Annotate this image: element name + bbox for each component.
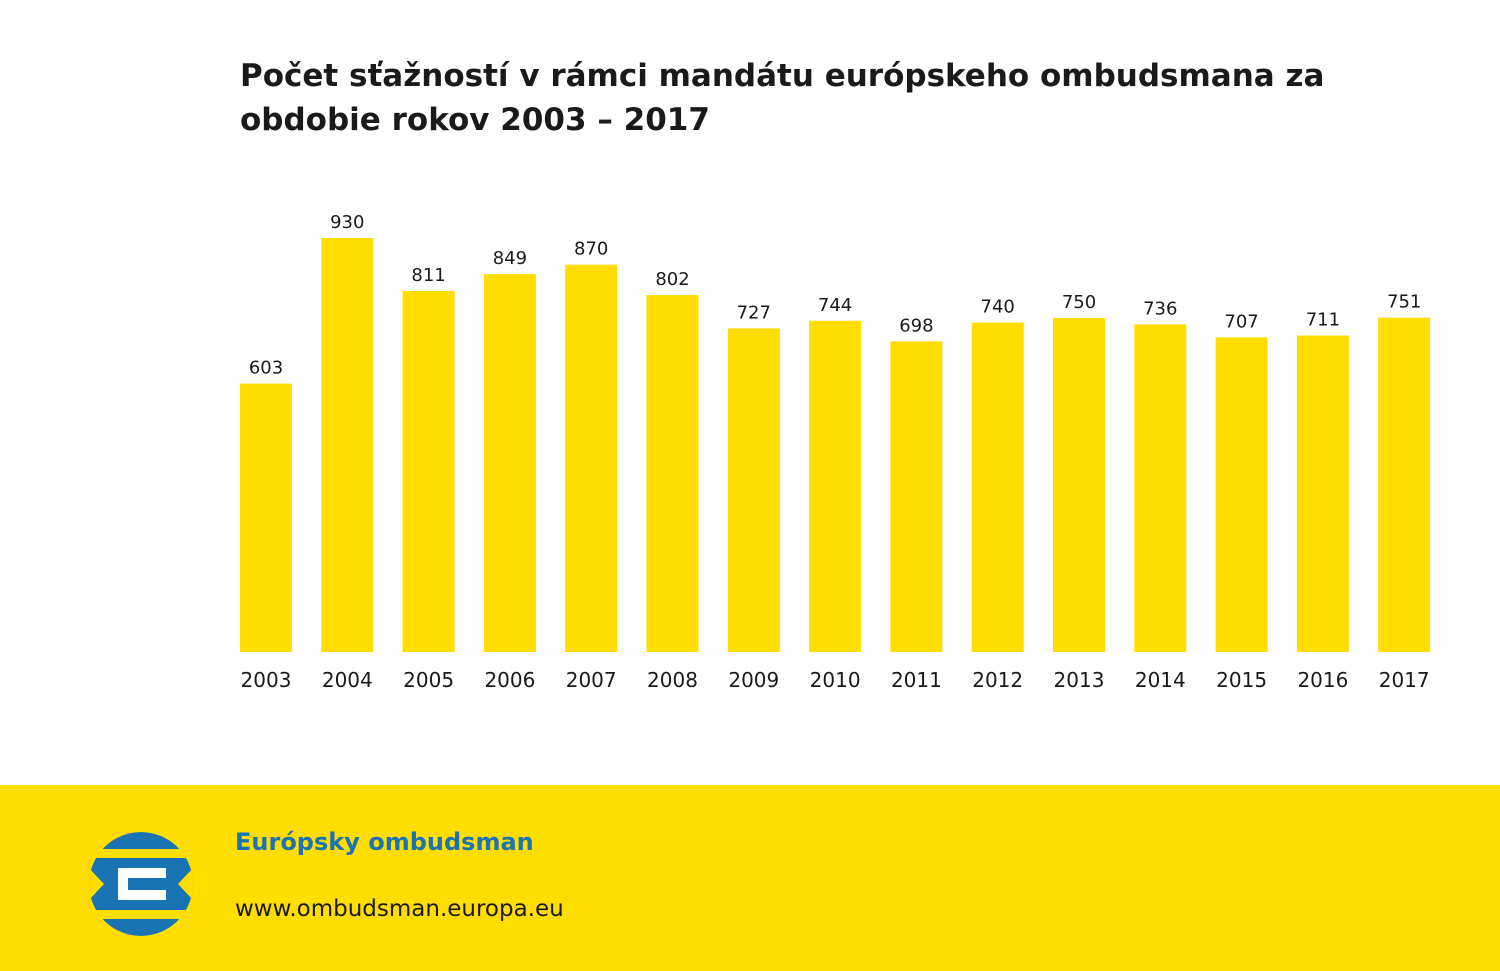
data-label-2011: 698: [899, 315, 933, 336]
data-label-2004: 930: [330, 212, 364, 233]
x-tick-label-2008: 2008: [647, 668, 698, 692]
x-tick-label-2012: 2012: [972, 668, 1023, 692]
data-label-2016: 711: [1306, 310, 1340, 331]
data-label-2017: 751: [1387, 292, 1421, 313]
bar-2010: [809, 320, 862, 652]
bar-2011: [890, 341, 943, 652]
bar-2009: [727, 328, 780, 652]
bar-chart: 603 2003 930 2004 811 2005 849 2006 870 2007 802 20…: [240, 212, 1431, 692]
data-label-2005: 811: [411, 265, 445, 286]
x-tick-label-2017: 2017: [1379, 668, 1430, 692]
data-label-2008: 802: [655, 269, 689, 290]
x-tick-label-2005: 2005: [403, 668, 454, 692]
data-label-2010: 744: [818, 295, 852, 316]
x-tick-label-2003: 2003: [241, 668, 292, 692]
data-label-2009: 727: [737, 302, 771, 323]
bar-2016: [1296, 335, 1349, 652]
data-label-2007: 870: [574, 239, 608, 260]
x-tick-label-2016: 2016: [1297, 668, 1348, 692]
data-label-2014: 736: [1143, 298, 1177, 319]
bar-2007: [565, 264, 618, 652]
bar-2014: [1134, 324, 1187, 652]
bar-2008: [646, 295, 699, 652]
bar-2015: [1215, 337, 1268, 652]
bar-2003: [240, 383, 292, 652]
bar-2013: [1053, 318, 1105, 652]
data-label-2006: 849: [493, 248, 527, 269]
data-label-2012: 740: [981, 297, 1015, 318]
x-tick-label-2011: 2011: [891, 668, 942, 692]
data-label-2013: 750: [1062, 292, 1096, 313]
x-tick-label-2010: 2010: [810, 668, 861, 692]
x-tick-label-2015: 2015: [1216, 668, 1267, 692]
bar-2006: [483, 274, 536, 652]
x-tick-label-2007: 2007: [566, 668, 617, 692]
x-tick-label-2006: 2006: [484, 668, 535, 692]
european-ombudsman-logo-icon: [89, 832, 193, 936]
bar-2012: [971, 322, 1024, 652]
x-tick-label-2013: 2013: [1054, 668, 1105, 692]
data-label-2003: 603: [249, 358, 283, 379]
bar-2004: [321, 238, 374, 652]
bar-2005: [402, 291, 455, 652]
website-url[interactable]: www.ombudsman.europa.eu: [235, 896, 564, 922]
footer-band: Európsky ombudsman www.ombudsman.europa.…: [0, 785, 1500, 971]
x-tick-label-2014: 2014: [1135, 668, 1186, 692]
chart-title: Počet sťažností v rámci mandátu európske…: [240, 58, 1325, 138]
bar-2017: [1378, 317, 1431, 652]
x-tick-label-2004: 2004: [322, 668, 373, 692]
organization-name: Európsky ombudsman: [235, 828, 534, 856]
x-tick-label-2009: 2009: [728, 668, 779, 692]
data-label-2015: 707: [1224, 311, 1258, 332]
